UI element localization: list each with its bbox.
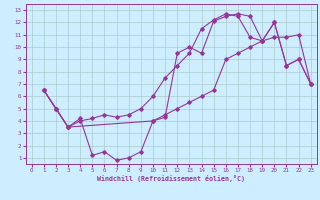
X-axis label: Windchill (Refroidissement éolien,°C): Windchill (Refroidissement éolien,°C) <box>97 175 245 182</box>
